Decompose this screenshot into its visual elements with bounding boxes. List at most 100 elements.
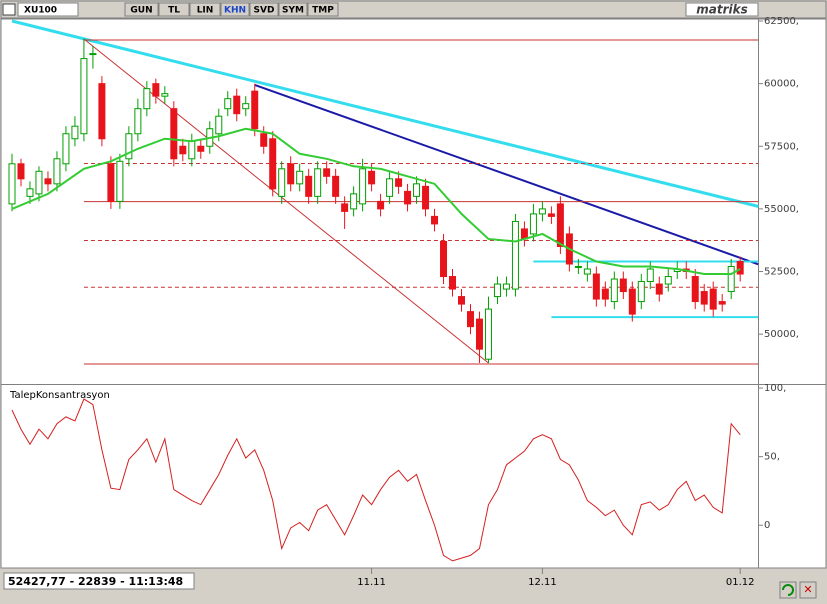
close-button[interactable] [799,581,817,599]
x-tick-label: 12.11 [528,577,557,588]
candle-body [413,183,421,197]
toolbar-button[interactable]: KHN [220,2,250,17]
candle-body [583,268,591,275]
candle-body [493,283,501,298]
y-tick-label: 55000, [764,204,799,215]
candle-body [440,240,448,278]
candle-body [314,168,322,197]
candle-body [466,311,474,328]
button-face [220,2,250,17]
candle-body [511,220,519,290]
candle-body [107,163,115,202]
refresh-icon [782,584,794,596]
candle-body [538,208,546,215]
candle-body [278,168,286,197]
button-label: KHN [224,6,246,16]
candle-body [89,53,97,56]
toolbar-button[interactable]: GUN [124,2,159,17]
toolbar-button[interactable]: SYM [278,2,308,17]
menu-icon[interactable] [2,3,16,16]
button-label: SVD [254,6,275,16]
candle-body [17,163,25,180]
status-box [3,572,195,590]
toolbar-button[interactable]: SVD [249,2,279,17]
y-tick-label: 50, [764,452,780,463]
y-tick-label: 52500, [764,267,799,278]
close-icon: ✕ [803,583,812,596]
symbol-box [17,2,79,17]
status-text: 52427,77 - 22839 - 11:13:48 [8,575,183,588]
logo: matriks [696,3,748,17]
candle-body [395,178,403,187]
button-label: GUN [130,6,152,16]
button-face [307,2,339,17]
symbol: XU100 [24,6,57,16]
candle-body [71,125,79,140]
candle-body [305,175,313,197]
candle-body [179,145,187,155]
candle-body [484,308,492,360]
y-tick-label: 50000, [764,329,799,340]
button-label: LIN [197,6,214,16]
candle-body [332,175,340,197]
candle-body [341,203,349,212]
drawing-line [254,83,759,266]
candle-body [323,168,331,177]
candle-body [502,283,510,290]
indicator-label: TalepKonsantrasyon [9,390,110,401]
candle-body [125,133,133,160]
candle-body [475,318,483,350]
button-label: TL [168,6,180,16]
candle-body [556,203,564,247]
candle-body [98,83,106,140]
candle-body [80,58,88,135]
y-tick-label: 57500, [764,141,799,152]
candle-body [197,145,205,152]
candle-body [188,140,196,160]
candle-body [350,193,358,210]
candle-body [287,163,295,185]
toolbar-button[interactable]: LIN [189,2,221,17]
toolbar-button[interactable]: TMP [307,2,339,17]
candle-body [170,108,178,160]
button-face [278,2,308,17]
y-tick-label: 60000, [764,79,799,90]
drawing-line [83,38,489,364]
candle-body [44,178,52,185]
candle-body [547,213,555,217]
candle-body [116,160,124,202]
candle-body [664,276,672,285]
candle-body [404,190,412,205]
button-label: SYM [282,6,304,16]
candle-body [458,296,465,305]
candle-body [709,288,717,310]
candle-body [242,103,250,110]
drawing-line [11,19,759,208]
candle-body [53,158,61,185]
candle-body [700,291,708,305]
candle-body [718,301,726,305]
candle-body [646,268,654,283]
candle-body [377,200,385,210]
candle-body [691,276,699,303]
x-tick-label: 11.11 [357,577,386,588]
logo-box [685,2,759,17]
y-tick-label: 100, [764,383,786,394]
button-label: TMP [312,6,334,16]
candle-body [601,288,609,300]
candle-body [152,83,160,97]
candle-body [619,278,627,293]
indicator-line [11,398,741,562]
candle-body [386,178,394,197]
y-tick-label: 0 [764,520,770,531]
x-tick-label: 01.12 [726,577,755,588]
candle-body [449,276,457,290]
button-face [124,2,159,17]
candle-body [143,88,151,110]
toolbar-button[interactable]: TL [158,2,190,17]
y-tick-label: 62500, [764,16,799,27]
button-face [189,2,221,17]
candle-body [422,185,430,210]
candle-body [62,133,70,165]
